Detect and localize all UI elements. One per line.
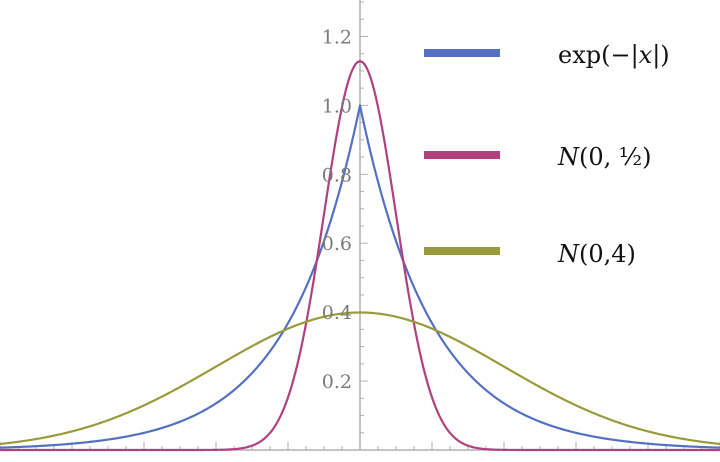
y-tick-label: 1.2 [322, 26, 352, 48]
legend-label-exp: exp(−|x|) [558, 41, 670, 70]
y-tick-label: 0.2 [322, 371, 352, 393]
y-tick-label: 0.6 [322, 233, 352, 255]
legend-item-exp: exp(−|x|) [424, 41, 670, 70]
y-tick-label: 0.8 [322, 164, 352, 186]
legend: exp(−|x|) N(0, ½) N(0,4) [424, 41, 670, 268]
legend-item-normal-4: N(0,4) [424, 240, 636, 268]
legend-label-normal-4: N(0,4) [557, 240, 636, 268]
legend-label-normal-half: N(0, ½) [557, 143, 652, 171]
series-line-2 [0, 311, 720, 446]
y-tick-label: 1.0 [322, 95, 352, 117]
legend-swatch-normal-half [424, 151, 500, 159]
series-line-1 [0, 60, 720, 452]
y-tick-labels: 0.2 0.4 0.6 0.8 1.0 1.2 [322, 26, 352, 393]
series-lines [0, 60, 720, 452]
y-tick-label: 0.4 [322, 302, 352, 324]
legend-swatch-exp [424, 49, 500, 57]
legend-swatch-normal-4 [424, 247, 500, 255]
legend-item-normal-half: N(0, ½) [424, 143, 652, 171]
series-line-0 [0, 104, 720, 449]
